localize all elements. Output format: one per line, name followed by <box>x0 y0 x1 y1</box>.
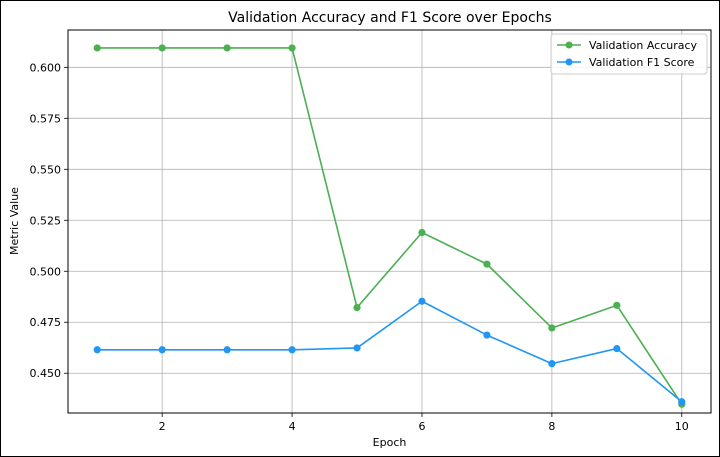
data-point-accuracy <box>288 44 296 52</box>
legend: Validation Accuracy Validation F1 Score <box>550 33 708 75</box>
series-line-f1 <box>97 300 683 403</box>
y-tick-label: 0.450 <box>30 367 62 380</box>
x-tick-label: 4 <box>289 420 296 433</box>
data-point-f1 <box>223 346 231 354</box>
data-point-accuracy <box>93 44 101 52</box>
data-point-f1 <box>93 346 101 354</box>
data-point-accuracy <box>483 260 491 268</box>
data-point-accuracy <box>223 44 231 52</box>
legend-label-f1: Validation F1 Score <box>589 56 695 69</box>
y-axis-label: Metric Value <box>8 187 21 255</box>
plot-area-border <box>67 29 712 414</box>
axis-ticks: 2 4 6 8 10 0.450 0.475 0.500 0.525 0.550 0.575 0.60… <box>30 61 689 433</box>
data-point-f1 <box>483 331 491 339</box>
data-point-accuracy <box>613 301 621 309</box>
data-point-accuracy <box>353 303 361 312</box>
y-tick-label: 0.500 <box>30 265 62 278</box>
x-tick-label: 10 <box>675 420 689 433</box>
x-tick-label: 8 <box>548 420 555 433</box>
data-point-f1 <box>288 346 296 354</box>
data-point-accuracy <box>418 228 426 237</box>
y-tick-label: 0.525 <box>30 214 62 227</box>
legend-entry-f1: Validation F1 Score <box>557 56 695 69</box>
x-axis-label: Epoch <box>373 436 407 449</box>
legend-entry-accuracy: Validation Accuracy <box>557 39 698 52</box>
x-tick-label: 2 <box>159 420 166 433</box>
y-tick-label: 0.475 <box>30 316 62 329</box>
y-tick-label: 0.550 <box>30 163 62 176</box>
series-layer <box>93 44 686 408</box>
data-point-f1 <box>353 344 361 352</box>
data-point-f1 <box>548 360 556 368</box>
data-point-f1 <box>613 344 621 353</box>
y-tick-label: 0.600 <box>30 61 62 74</box>
legend-marker-accuracy <box>565 41 573 49</box>
data-point-f1 <box>678 398 686 406</box>
legend-box <box>550 33 708 75</box>
data-point-accuracy <box>158 44 166 52</box>
data-point-f1 <box>418 297 426 305</box>
legend-marker-f1 <box>565 58 573 66</box>
chart-title: Validation Accuracy and F1 Score over Ep… <box>228 10 552 26</box>
x-tick-label: 6 <box>418 420 425 433</box>
data-point-f1 <box>158 346 166 354</box>
grid-lines <box>68 30 711 413</box>
series-line-accuracy <box>97 47 683 405</box>
y-tick-label: 0.575 <box>30 112 62 125</box>
legend-label-accuracy: Validation Accuracy <box>589 39 698 52</box>
data-point-accuracy <box>548 324 556 332</box>
